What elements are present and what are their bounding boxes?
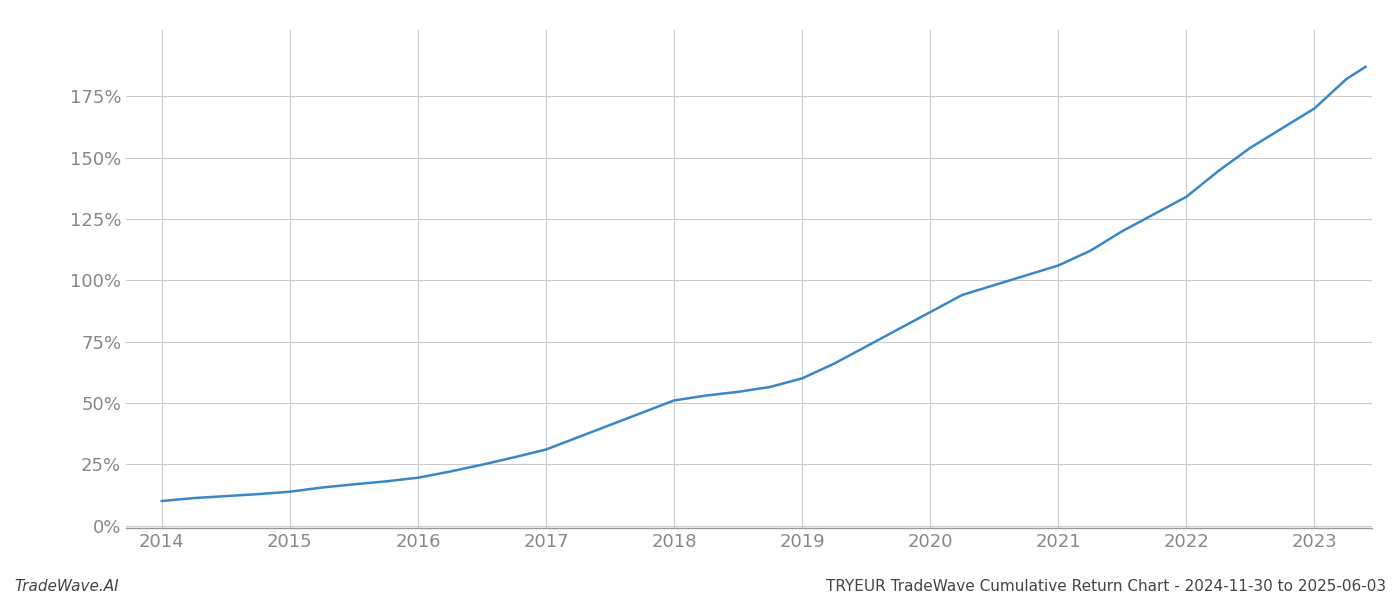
Text: TRYEUR TradeWave Cumulative Return Chart - 2024-11-30 to 2025-06-03: TRYEUR TradeWave Cumulative Return Chart… xyxy=(826,579,1386,594)
Text: TradeWave.AI: TradeWave.AI xyxy=(14,579,119,594)
